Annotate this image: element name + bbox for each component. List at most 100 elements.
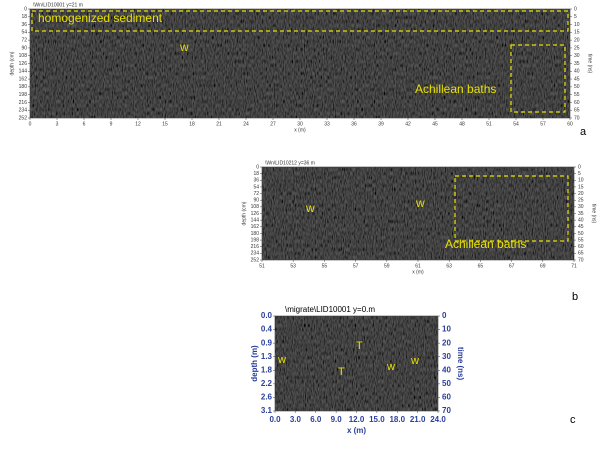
y2-tick-label: 60 bbox=[442, 393, 451, 402]
panel-letter: b bbox=[572, 291, 578, 303]
y-tick-label: 198 bbox=[19, 92, 28, 98]
x-tick-label: 65 bbox=[478, 263, 484, 269]
y-tick-label: 162 bbox=[19, 76, 28, 82]
y-tick-label: 0.4 bbox=[261, 325, 273, 334]
x-tick-label: 6.0 bbox=[310, 415, 322, 424]
x-tick-label: 36 bbox=[351, 121, 357, 127]
y-tick-label: 1.3 bbox=[261, 352, 273, 361]
y2-tick-label: 50 bbox=[442, 379, 451, 388]
y-tick-label: 2.6 bbox=[261, 393, 273, 402]
x-tick-label: 15 bbox=[162, 121, 168, 127]
panel-letter: c bbox=[570, 414, 576, 426]
y2-tick-label: 35 bbox=[574, 61, 580, 67]
y-tick-label: 126 bbox=[251, 211, 260, 217]
y2-tick-label: 70 bbox=[574, 115, 580, 121]
y-tick-label: 216 bbox=[19, 100, 28, 106]
x-tick-label: 63 bbox=[446, 263, 452, 269]
y2-tick-label: 20 bbox=[442, 338, 451, 347]
y-tick-label: 234 bbox=[19, 108, 28, 114]
y-tick-label: 0.9 bbox=[261, 338, 273, 347]
x-tick-label: 9 bbox=[110, 121, 113, 127]
x-tick-label: 24 bbox=[243, 121, 249, 127]
x-tick-label: 60 bbox=[567, 121, 573, 127]
x-axis-label: x (m) bbox=[412, 269, 424, 275]
y2-tick-label: 30 bbox=[574, 53, 580, 59]
x-tick-label: 54 bbox=[513, 121, 519, 127]
y2-tick-label: 50 bbox=[578, 231, 584, 237]
y-tick-label: 162 bbox=[251, 224, 260, 230]
y2-tick-label: 65 bbox=[578, 251, 584, 257]
x-tick-label: 55 bbox=[322, 263, 328, 269]
y2-tick-label: 15 bbox=[578, 184, 584, 190]
x-tick-label: 3 bbox=[56, 121, 59, 127]
y-axis-label: depth (cm) bbox=[9, 51, 15, 75]
y-tick-label: 72 bbox=[21, 37, 27, 43]
x-tick-label: 3.0 bbox=[290, 415, 302, 424]
y2-tick-label: 40 bbox=[578, 217, 584, 223]
y-tick-label: 54 bbox=[253, 184, 259, 190]
annotation: w bbox=[386, 361, 395, 373]
y-tick-label: 216 bbox=[251, 244, 260, 250]
x-tick-label: 51 bbox=[486, 121, 492, 127]
y2-tick-label: 15 bbox=[574, 30, 580, 36]
y-tick-label: 180 bbox=[19, 84, 28, 90]
y2-tick-label: 35 bbox=[578, 211, 584, 217]
y-tick-label: 2.2 bbox=[261, 379, 273, 388]
y-tick-label: 252 bbox=[251, 257, 260, 263]
y2-tick-label: 70 bbox=[442, 406, 451, 415]
x-tick-label: 21.0 bbox=[410, 415, 426, 424]
y-axis-label: depth (m) bbox=[250, 345, 259, 382]
annotation: w bbox=[179, 40, 189, 54]
y-tick-label: 108 bbox=[251, 204, 260, 210]
x-tick-label: 53 bbox=[290, 263, 296, 269]
y2-tick-label: 50 bbox=[574, 84, 580, 90]
x-tick-label: 42 bbox=[405, 121, 411, 127]
y-tick-label: 18 bbox=[21, 14, 27, 20]
x-tick-label: 45 bbox=[432, 121, 438, 127]
radargram-noise bbox=[275, 316, 438, 411]
annotation: w bbox=[410, 355, 419, 367]
y-tick-label: 1.8 bbox=[261, 365, 273, 374]
x-tick-label: 48 bbox=[459, 121, 465, 127]
y-tick-label: 36 bbox=[21, 22, 27, 28]
x-tick-label: 61 bbox=[415, 263, 421, 269]
x-tick-label: 27 bbox=[270, 121, 276, 127]
x-tick-label: 71 bbox=[571, 263, 577, 269]
y2-tick-label: 10 bbox=[574, 22, 580, 28]
y2-tick-label: 20 bbox=[574, 37, 580, 43]
dashed-box bbox=[31, 10, 569, 32]
y2-axis-label: time (ns) bbox=[591, 204, 597, 224]
y2-axis-label: time (ns) bbox=[587, 54, 593, 74]
y2-tick-label: 45 bbox=[574, 76, 580, 82]
x-tick-label: 67 bbox=[509, 263, 515, 269]
x-tick-label: 69 bbox=[540, 263, 546, 269]
y-tick-label: 0.0 bbox=[261, 311, 273, 320]
x-tick-label: 59 bbox=[384, 263, 390, 269]
annotation: Achillean baths bbox=[415, 82, 496, 96]
y2-tick-label: 10 bbox=[442, 325, 451, 334]
x-tick-label: 12.0 bbox=[349, 415, 365, 424]
y-tick-label: 144 bbox=[251, 217, 260, 223]
annotation: w bbox=[415, 196, 425, 210]
x-tick-label: 0.0 bbox=[269, 415, 281, 424]
y-tick-label: 0 bbox=[24, 6, 27, 12]
x-tick-label: 51 bbox=[259, 263, 265, 269]
y2-tick-label: 5 bbox=[578, 171, 581, 177]
panel-title: \Wn\LID10212 y=36 m bbox=[265, 160, 315, 166]
x-axis-label: x (m) bbox=[347, 426, 366, 435]
dashed-box bbox=[454, 175, 569, 242]
y2-tick-label: 55 bbox=[574, 92, 580, 98]
y2-tick-label: 40 bbox=[574, 69, 580, 75]
annotation: w bbox=[277, 354, 286, 366]
x-tick-label: 9.0 bbox=[331, 415, 343, 424]
dashed-box bbox=[510, 44, 566, 113]
annotation: T bbox=[356, 340, 363, 352]
y2-tick-label: 25 bbox=[574, 45, 580, 51]
y2-tick-label: 40 bbox=[442, 365, 451, 374]
x-tick-label: 12 bbox=[135, 121, 141, 127]
panel-title: \migrate\LID10001 y=0.m bbox=[285, 305, 375, 314]
annotation: w bbox=[305, 201, 315, 215]
y2-tick-label: 60 bbox=[578, 244, 584, 250]
panel-letter: a bbox=[580, 126, 587, 138]
y-tick-label: 234 bbox=[251, 251, 260, 257]
